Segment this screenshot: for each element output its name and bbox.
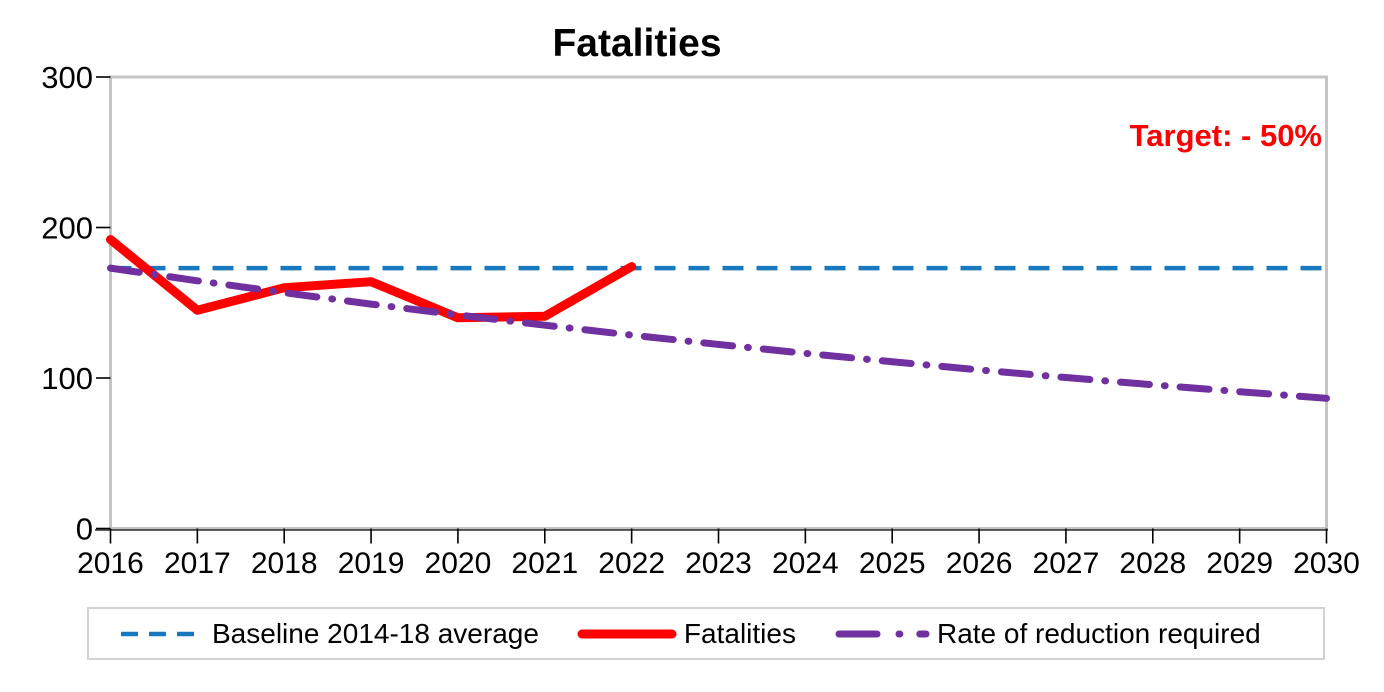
- legend-label-rate: Rate of reduction required: [936, 617, 1261, 649]
- x-tick-label: 2016: [77, 547, 144, 580]
- x-tick-label: 2020: [425, 547, 492, 580]
- target-annotation: Target: - 50%: [1129, 118, 1322, 153]
- legend-item-fatalities: Fatalities: [577, 618, 796, 650]
- y-tick-label: 0: [76, 512, 93, 547]
- y-tick-label: 300: [41, 60, 93, 95]
- x-tick-label: 2024: [772, 547, 839, 580]
- y-tick-label: 200: [41, 211, 93, 246]
- legend-item-baseline: Baseline 2014-18 average: [119, 618, 539, 650]
- plot-border-rect: [109, 75, 1328, 530]
- legend-item-rate: Rate of reduction required: [834, 618, 1261, 650]
- x-tick-label: 2022: [598, 547, 665, 580]
- x-tick-label: 2026: [946, 547, 1013, 580]
- legend-label-fatalities: Fatalities: [683, 617, 796, 649]
- x-tick-label: 2019: [338, 547, 405, 580]
- fatalities-solid-line-sample: [577, 629, 677, 638]
- series-lines: [106, 235, 1330, 402]
- plot-area: 0 100 200 300 2016 2017 2018 2019 2020 2021 2022 20…: [41, 60, 1360, 580]
- legend: Baseline 2014-18 average Fatalities Rate…: [87, 607, 1325, 660]
- fatalities-series-line: [106, 235, 637, 323]
- x-tick-label: 2027: [1033, 547, 1100, 580]
- x-tick-label: 2023: [685, 547, 752, 580]
- axis-ticks: [96, 76, 1328, 544]
- x-tick-label: 2030: [1293, 547, 1360, 580]
- x-tick-label: 2017: [164, 547, 231, 580]
- x-tick-label: 2029: [1206, 547, 1273, 580]
- rate-series-line: [107, 264, 1330, 402]
- legend-label-baseline: Baseline 2014-18 average: [212, 617, 539, 649]
- rate-dash-dot-line-sample: [835, 630, 930, 637]
- plot-border: [95, 75, 1328, 531]
- axis-labels: 0 100 200 300 2016 2017 2018 2019 2020 2021 2022 20…: [41, 60, 1360, 580]
- y-tick-label: 100: [41, 361, 93, 396]
- x-tick-label: 2028: [1119, 547, 1186, 580]
- x-tick-label: 2021: [511, 547, 578, 580]
- baseline-dashed-line-sample: [121, 631, 203, 636]
- x-tick-label: 2025: [859, 547, 926, 580]
- chart-title: Fatalities: [552, 22, 722, 65]
- x-tick-label: 2018: [251, 547, 318, 580]
